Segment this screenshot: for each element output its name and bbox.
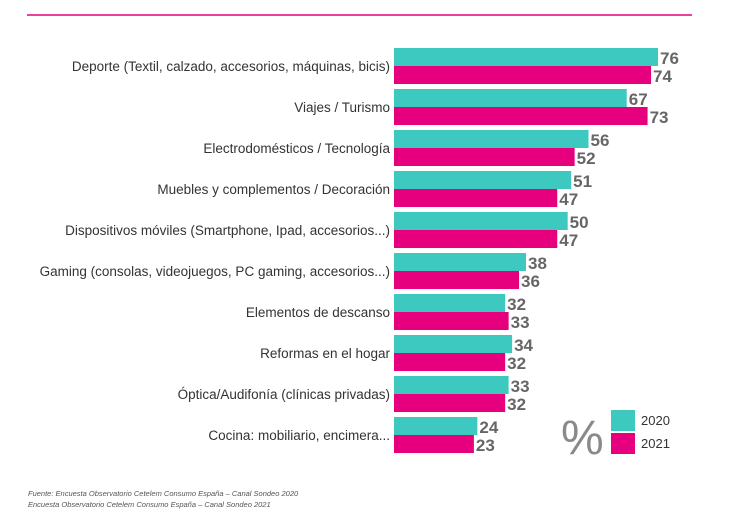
value-label-2020: 76 — [660, 49, 679, 68]
bar-2020 — [394, 253, 526, 271]
category-label: Óptica/Audifonía (clínicas privadas) — [178, 387, 390, 402]
bar-2021 — [394, 394, 506, 412]
value-label-2020: 67 — [629, 90, 648, 109]
value-label-2021: 36 — [521, 272, 540, 291]
value-label-2021: 74 — [653, 67, 672, 86]
value-label-2020: 38 — [528, 254, 547, 273]
legend-label-2020: 2020 — [641, 413, 670, 428]
bar-2020 — [394, 171, 572, 189]
category-label: Viajes / Turismo — [294, 100, 390, 115]
bar-2021 — [394, 148, 575, 166]
category-label: Reformas en el hogar — [260, 346, 390, 361]
legend-swatch-2020 — [611, 410, 635, 431]
legend-swatch-2021 — [611, 433, 635, 454]
percent-symbol: % — [561, 412, 604, 465]
category-label: Deporte (Textil, calzado, accesorios, má… — [72, 59, 390, 74]
category-label: Cocina: mobiliario, encimera... — [208, 428, 390, 443]
value-label-2020: 32 — [507, 295, 526, 314]
source-note-line-1: Fuente: Encuesta Observatorio Cetelem Co… — [28, 489, 299, 498]
bar-2020 — [394, 212, 568, 230]
value-label-2021: 32 — [507, 395, 526, 414]
bar-2021 — [394, 66, 652, 84]
source-note-line-2: Encuesta Observatorio Cetelem Consumo Es… — [28, 500, 271, 509]
bar-2021 — [394, 353, 506, 371]
bar-2020 — [394, 376, 509, 394]
value-label-2020: 56 — [591, 131, 610, 150]
bar-2021 — [394, 230, 558, 248]
value-label-2020: 33 — [511, 377, 530, 396]
value-label-2020: 34 — [514, 336, 533, 355]
value-label-2021: 23 — [476, 436, 495, 455]
bar-2020 — [394, 335, 513, 353]
category-label: Muebles y complementos / Decoración — [157, 182, 390, 197]
bar-2020 — [394, 294, 506, 312]
category-label: Gaming (consolas, videojuegos, PC gaming… — [40, 264, 390, 279]
value-label-2021: 47 — [559, 231, 578, 250]
category-label: Elementos de descanso — [246, 305, 390, 320]
value-label-2020: 24 — [479, 418, 498, 437]
category-label: Dispositivos móviles (Smartphone, Ipad, … — [65, 223, 390, 238]
legend: % 2020 2021 — [561, 410, 670, 465]
bar-2020 — [394, 130, 589, 148]
bar-2021 — [394, 189, 558, 207]
value-label-2021: 33 — [511, 313, 530, 332]
bar-2020 — [394, 417, 478, 435]
bar-2021 — [394, 312, 509, 330]
bar-2020 — [394, 89, 627, 107]
bar-2021 — [394, 435, 474, 453]
legend-label-2021: 2021 — [641, 436, 670, 451]
category-label: Electrodomésticos / Tecnología — [203, 141, 390, 156]
value-label-2020: 51 — [573, 172, 592, 191]
value-label-2021: 47 — [559, 190, 578, 209]
value-label-2021: 73 — [650, 108, 669, 127]
bar-2020 — [394, 48, 658, 66]
value-label-2020: 50 — [570, 213, 589, 232]
value-label-2021: 52 — [577, 149, 596, 168]
bar-2021 — [394, 107, 648, 125]
bars — [394, 48, 658, 453]
category-labels: Deporte (Textil, calzado, accesorios, má… — [40, 59, 391, 443]
bar-2021 — [394, 271, 520, 289]
value-label-2021: 32 — [507, 354, 526, 373]
